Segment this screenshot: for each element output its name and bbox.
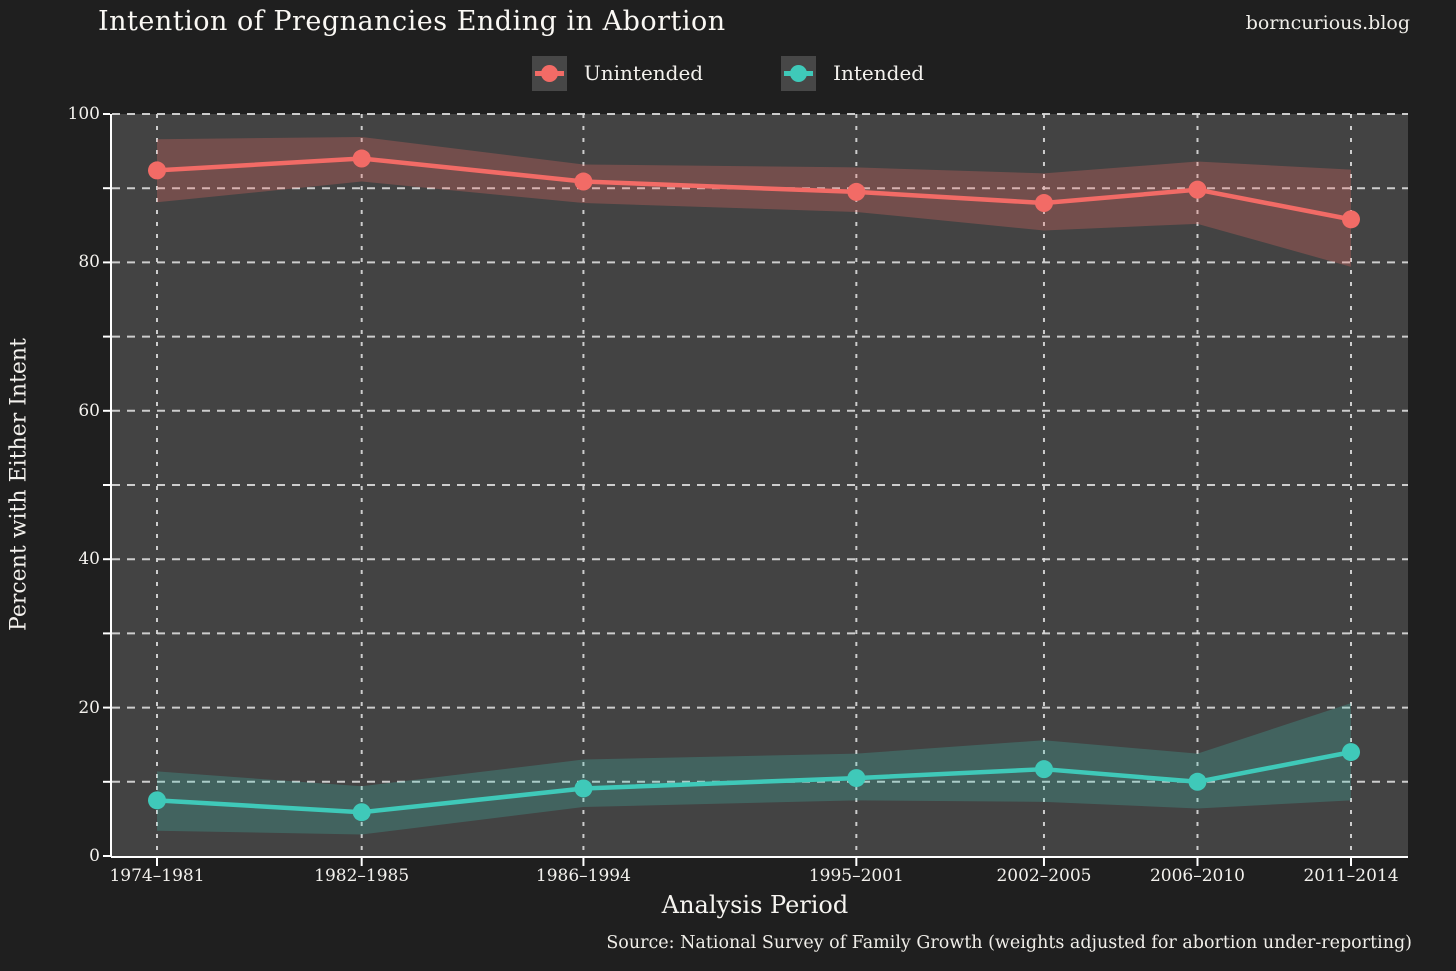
source-note: Source: National Survey of Family Growth… [606, 933, 1412, 953]
y-tick-label: 20 [78, 697, 100, 718]
legend-label: Intended [833, 61, 925, 85]
y-tick-label: 80 [78, 252, 100, 273]
y-axis-title: Percent with Either Intent [6, 338, 32, 632]
legend-item-unintended: Unintended [531, 56, 704, 91]
legend-label: Unintended [583, 61, 704, 85]
y-tick-label: 0 [89, 846, 100, 866]
plot-panel [103, 113, 1408, 866]
page-title: Intention of Pregnancies Ending in Abort… [98, 6, 726, 37]
line-point-key-icon [781, 56, 817, 91]
y-tick-label: 60 [78, 400, 100, 421]
x-tick-label: 2011–2014 [1303, 866, 1399, 886]
y-tick-label: 40 [78, 549, 100, 570]
legend: Unintended Intended [0, 56, 1456, 91]
x-tick-label: 2002–2005 [996, 866, 1092, 886]
line-chart [103, 113, 1408, 866]
legend-item-intended: Intended [781, 56, 924, 91]
x-tick-label: 1974–1981 [109, 866, 205, 886]
line-point-key-icon [531, 56, 567, 91]
x-tick-label: 1995–2001 [808, 866, 904, 886]
x-tick-label: 2006–2010 [1149, 866, 1245, 886]
y-tick-label: 100 [67, 104, 100, 124]
x-tick-label: 1982–1985 [314, 866, 410, 886]
site-watermark: borncurious.blog [1245, 12, 1410, 34]
x-tick-label: 1986–1994 [535, 866, 631, 886]
x-axis-title: Analysis Period [661, 891, 849, 919]
